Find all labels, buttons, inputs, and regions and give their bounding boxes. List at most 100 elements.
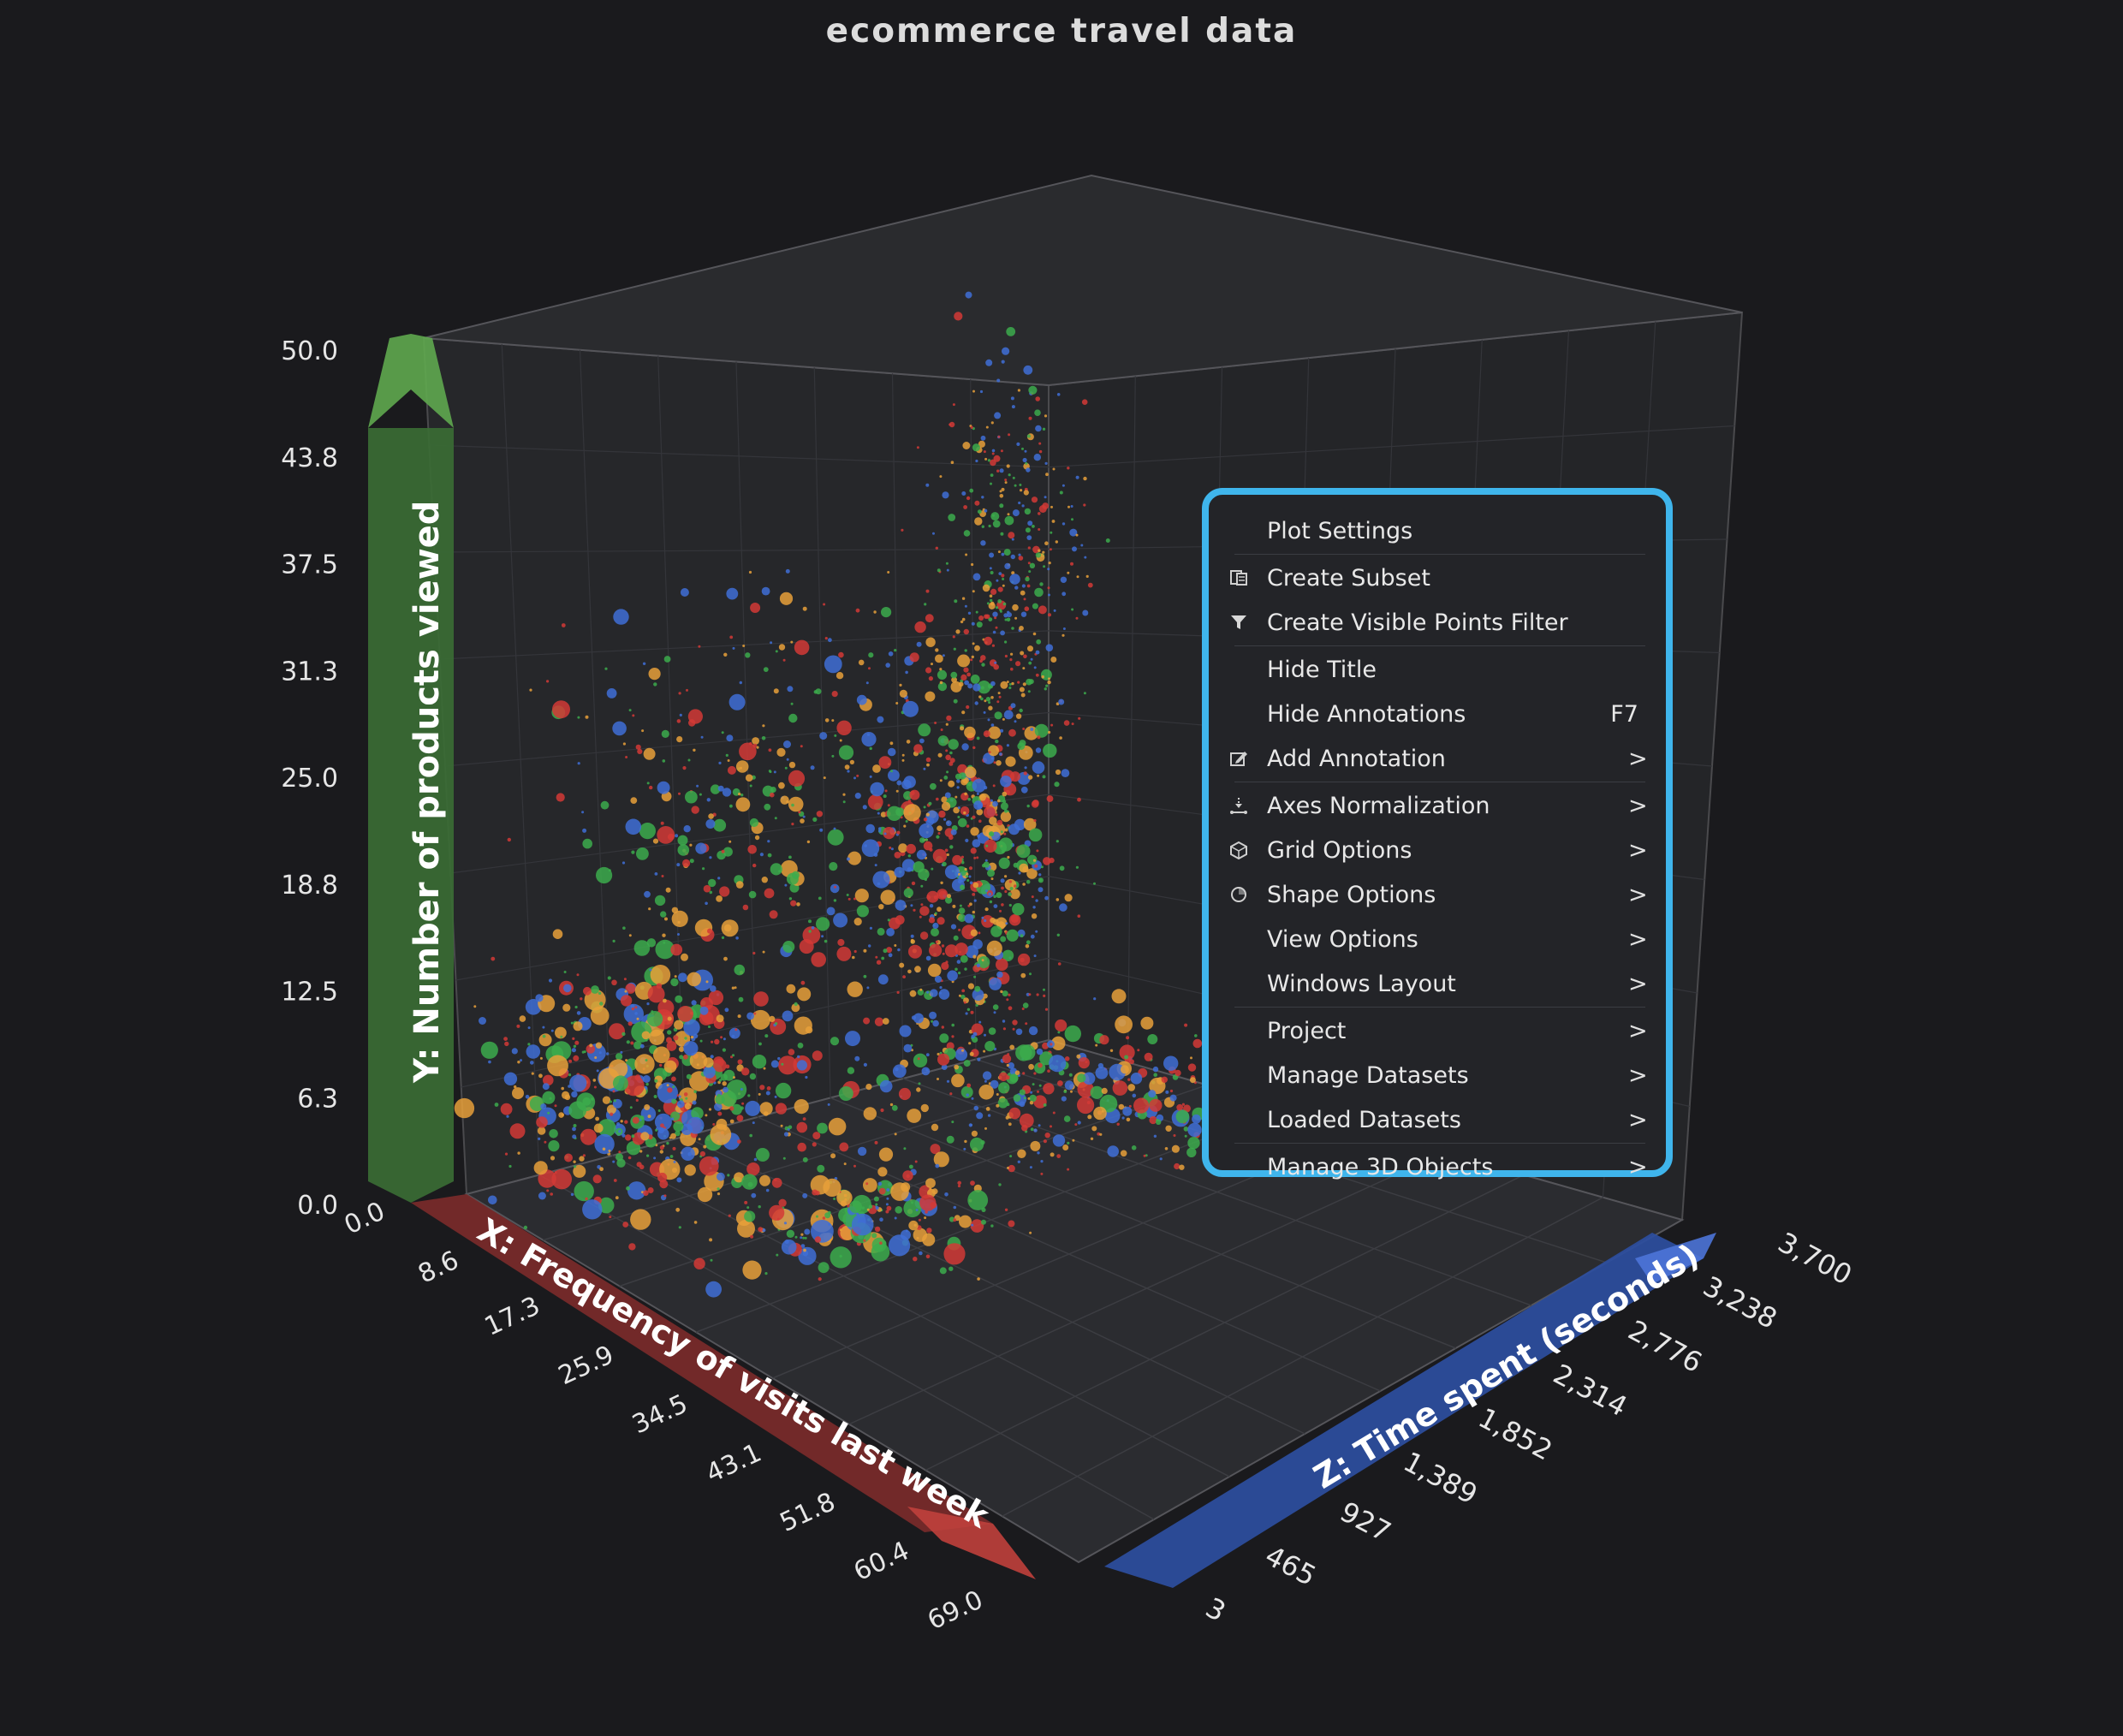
- menu-item-windows-layout[interactable]: Windows Layout >: [1228, 961, 1648, 1006]
- menu-item-plot-settings[interactable]: Plot Settings: [1228, 508, 1645, 553]
- data-point: [709, 1238, 713, 1242]
- data-point: [836, 720, 852, 735]
- data-point: [1011, 538, 1014, 541]
- data-point: [927, 963, 942, 978]
- data-point: [981, 496, 984, 499]
- data-point: [1161, 1076, 1169, 1084]
- data-point: [1029, 1094, 1037, 1103]
- data-point: [1022, 667, 1026, 670]
- data-point: [1022, 457, 1027, 463]
- data-point: [747, 1094, 751, 1097]
- data-point: [689, 1051, 708, 1070]
- menu-item-view-options[interactable]: View Options >: [1228, 917, 1648, 961]
- data-point: [984, 919, 987, 923]
- data-point: [625, 756, 628, 758]
- data-point: [853, 918, 862, 926]
- data-point: [987, 869, 995, 877]
- data-point: [727, 765, 736, 775]
- data-point: [543, 1074, 554, 1086]
- data-point: [691, 806, 699, 814]
- menu-item-shape-options[interactable]: Shape Options >: [1228, 872, 1648, 917]
- data-point: [511, 1048, 518, 1055]
- submenu-arrow-icon: >: [1628, 970, 1648, 997]
- data-point: [827, 829, 844, 846]
- data-point: [1037, 1151, 1040, 1155]
- menu-item-hide-title[interactable]: Hide Title: [1228, 647, 1645, 692]
- data-point: [1039, 582, 1044, 586]
- menu-item-project[interactable]: Project >: [1228, 1008, 1648, 1053]
- data-point: [723, 1037, 726, 1041]
- data-point: [1006, 327, 1016, 336]
- data-point: [931, 1188, 938, 1195]
- data-point: [1008, 1220, 1015, 1228]
- menu-item-create-visible-points-filter[interactable]: Create Visible Points Filter: [1228, 600, 1645, 645]
- data-point: [797, 1055, 800, 1059]
- menu-item-loaded-datasets[interactable]: Loaded Datasets >: [1228, 1097, 1648, 1142]
- data-point: [778, 1198, 787, 1208]
- data-point: [740, 794, 744, 797]
- menu-item-label: Create Subset: [1267, 564, 1430, 592]
- data-point: [609, 1216, 612, 1219]
- data-point: [699, 1039, 703, 1043]
- data-point: [1003, 549, 1011, 556]
- data-point: [573, 1055, 580, 1061]
- data-point: [923, 767, 926, 770]
- data-point: [964, 913, 974, 924]
- menu-item-create-subset[interactable]: Create Subset: [1228, 556, 1645, 600]
- data-point: [1043, 857, 1051, 865]
- data-point: [608, 869, 611, 872]
- menu-item-icon-slot: [1228, 972, 1250, 995]
- data-point: [971, 562, 974, 567]
- submenu-arrow-icon: >: [1628, 836, 1648, 864]
- data-point: [824, 718, 830, 722]
- menu-item-axes-normalization[interactable]: Axes Normalization >: [1228, 783, 1648, 828]
- context-menu[interactable]: Plot Settings Create Subset Create Visible…: [1202, 488, 1673, 1180]
- data-point: [925, 812, 930, 817]
- data-point: [886, 1188, 890, 1192]
- data-point: [713, 1058, 727, 1073]
- data-point: [628, 1243, 636, 1251]
- data-point: [976, 808, 984, 816]
- data-point: [1019, 626, 1024, 631]
- data-point: [1008, 728, 1016, 737]
- data-point: [703, 1057, 714, 1068]
- data-point: [631, 850, 635, 854]
- data-point: [1165, 1090, 1169, 1094]
- data-point: [630, 1041, 634, 1045]
- data-point: [1006, 1063, 1009, 1067]
- data-point: [679, 1055, 684, 1060]
- data-point: [891, 1104, 898, 1111]
- data-point: [960, 994, 966, 1000]
- data-point: [653, 1095, 657, 1098]
- data-point: [908, 1220, 919, 1231]
- data-point: [887, 804, 890, 807]
- data-point: [1153, 1073, 1157, 1077]
- data-point: [1181, 1103, 1185, 1106]
- data-point: [615, 1053, 623, 1061]
- data-point: [976, 736, 980, 740]
- data-point: [954, 967, 958, 972]
- data-point: [652, 838, 659, 844]
- data-point: [628, 934, 632, 937]
- data-point: [1035, 747, 1042, 753]
- data-point: [1000, 878, 1005, 883]
- data-point: [683, 825, 691, 833]
- menu-item-grid-options[interactable]: Grid Options >: [1228, 828, 1648, 872]
- data-point: [608, 1150, 611, 1152]
- data-point: [1048, 562, 1051, 565]
- menu-item-add-annotation[interactable]: Add Annotation >: [1228, 736, 1648, 781]
- menu-item-hide-annotations[interactable]: Hide Annotations F7: [1228, 692, 1645, 736]
- data-point: [926, 763, 930, 767]
- data-point: [554, 1104, 557, 1108]
- menu-item-manage-datasets[interactable]: Manage Datasets >: [1228, 1053, 1648, 1097]
- data-point: [815, 1191, 820, 1196]
- data-point: [871, 1233, 877, 1239]
- data-point: [538, 1033, 552, 1047]
- menu-item-manage-3d-objects[interactable]: Manage 3D Objects >: [1228, 1144, 1648, 1189]
- data-point: [947, 894, 951, 899]
- data-point: [693, 1257, 705, 1269]
- data-point: [786, 984, 796, 994]
- data-point: [925, 614, 934, 623]
- data-point: [878, 1187, 886, 1195]
